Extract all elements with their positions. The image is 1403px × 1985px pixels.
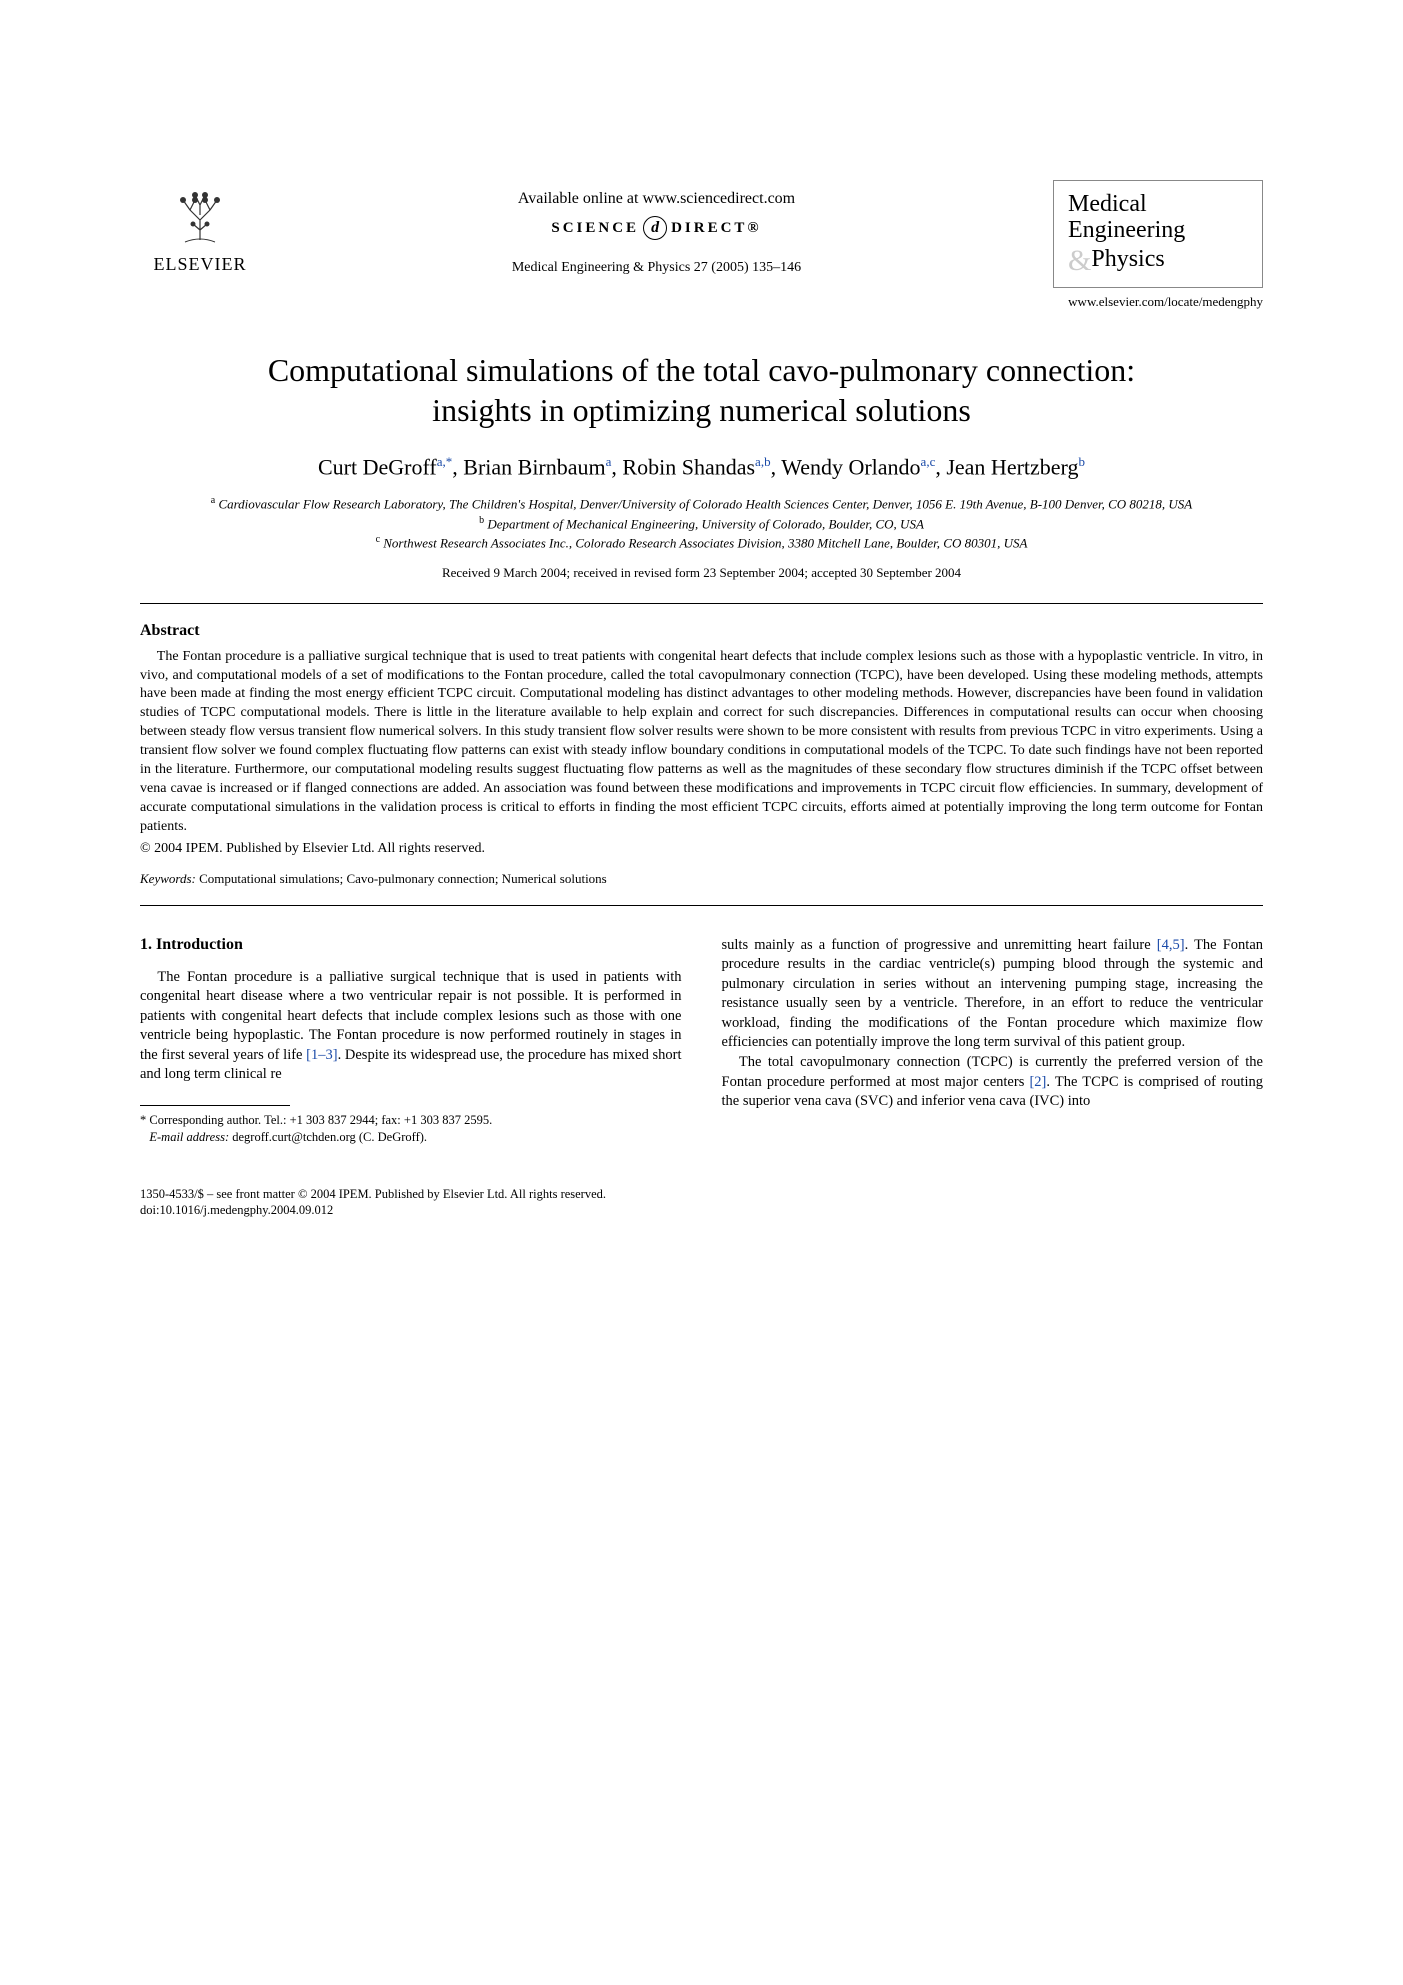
footer-line2: doi:10.1016/j.medengphy.2004.09.012 [140, 1202, 1263, 1218]
ampersand-icon: & [1068, 244, 1091, 277]
affiliation-c: c Northwest Research Associates Inc., Co… [140, 533, 1263, 553]
section-1-heading: 1. Introduction [140, 936, 682, 954]
abstract-copyright: © 2004 IPEM. Published by Elsevier Ltd. … [140, 841, 1263, 857]
publisher-name: ELSEVIER [154, 254, 247, 275]
corr-line: * Corresponding author. Tel.: +1 303 837… [140, 1112, 682, 1129]
affiliation-a: a Cardiovascular Flow Research Laborator… [140, 494, 1263, 514]
sep: , [935, 454, 946, 479]
affiliation-c-text: Northwest Research Associates Inc., Colo… [383, 535, 1027, 550]
right-column: sults mainly as a function of progressiv… [722, 936, 1264, 1146]
author-2: Brian Birnbaum [463, 454, 605, 479]
sciencedirect-icon: d [643, 216, 667, 240]
rule [140, 905, 1263, 906]
journal-logo-l2: Engineering [1068, 217, 1248, 243]
received-dates: Received 9 March 2004; received in revis… [140, 565, 1263, 581]
sd-left: SCIENCE [551, 220, 639, 237]
email-label: E-mail address: [149, 1130, 229, 1144]
sd-right: DIRECT® [671, 220, 762, 237]
journal-logo-l3-row: &Physics [1068, 244, 1248, 277]
journal-logo-l3: Physics [1091, 246, 1164, 272]
authors-line: Curt DeGroffa,*, Brian Birnbauma, Robin … [140, 454, 1263, 480]
header: ELSEVIER Available online at www.science… [140, 180, 1263, 310]
author-4-aff[interactable]: a,c [921, 454, 936, 469]
abstract-text: The Fontan procedure is a palliative sur… [140, 648, 1263, 837]
elsevier-tree-icon [165, 180, 235, 250]
email-line: E-mail address: degroff.curt@tchden.org … [140, 1129, 682, 1146]
intro-p2: sults mainly as a function of progressiv… [722, 936, 1264, 1053]
author-1: Curt DeGroff [318, 454, 437, 479]
ref-link-1-3[interactable]: [1–3] [306, 1047, 337, 1063]
affiliation-a-text: Cardiovascular Flow Research Laboratory,… [218, 496, 1192, 511]
p2a: sults mainly as a function of progressiv… [722, 937, 1157, 953]
publisher-block: ELSEVIER [140, 180, 260, 275]
sep: , [611, 454, 622, 479]
journal-citation: Medical Engineering & Physics 27 (2005) … [512, 260, 801, 276]
journal-url: www.elsevier.com/locate/medengphy [1068, 294, 1263, 310]
keywords-label: Keywords: [140, 871, 196, 886]
affiliation-b: b Department of Mechanical Engineering, … [140, 514, 1263, 534]
footnote-rule [140, 1105, 290, 1106]
intro-p3: The total cavopulmonary connection (TCPC… [722, 1053, 1264, 1112]
author-4: Wendy Orlando [781, 454, 920, 479]
article-title: Computational simulations of the total c… [252, 350, 1152, 430]
available-online-text: Available online at www.sciencedirect.co… [518, 190, 795, 208]
rule [140, 603, 1263, 604]
sciencedirect-logo: SCIENCE d DIRECT® [551, 216, 761, 240]
ref-link-2[interactable]: [2] [1029, 1074, 1046, 1090]
p2b: . The Fontan procedure results in the ca… [722, 937, 1264, 1051]
intro-p1: The Fontan procedure is a palliative sur… [140, 968, 682, 1085]
author-5-aff[interactable]: b [1078, 454, 1085, 469]
journal-logo-l1: Medical [1068, 191, 1248, 217]
keywords-text: Computational simulations; Cavo-pulmonar… [196, 871, 607, 886]
journal-logo-box: Medical Engineering &Physics [1053, 180, 1263, 288]
email-value: degroff.curt@tchden.org (C. DeGroff). [229, 1130, 427, 1144]
abstract-heading: Abstract [140, 622, 1263, 640]
author-1-aff[interactable]: a, [437, 454, 446, 469]
left-column: 1. Introduction The Fontan procedure is … [140, 936, 682, 1146]
center-header: Available online at www.sciencedirect.co… [260, 190, 1053, 276]
ref-link-4-5[interactable]: [4,5] [1157, 937, 1185, 953]
keywords-line: Keywords: Computational simulations; Cav… [140, 871, 1263, 887]
affiliation-b-text: Department of Mechanical Engineering, Un… [487, 516, 924, 531]
sep: , [771, 454, 782, 479]
page-footer: 1350-4533/$ – see front matter © 2004 IP… [140, 1186, 1263, 1219]
author-3: Robin Shandas [622, 454, 755, 479]
sep: , [452, 454, 463, 479]
author-3-aff[interactable]: a,b [755, 454, 771, 469]
author-5: Jean Hertzberg [946, 454, 1078, 479]
corresponding-footnote: * Corresponding author. Tel.: +1 303 837… [140, 1112, 682, 1146]
journal-logo-column: Medical Engineering &Physics www.elsevie… [1053, 180, 1263, 310]
affiliations: a Cardiovascular Flow Research Laborator… [140, 494, 1263, 553]
footer-line1: 1350-4533/$ – see front matter © 2004 IP… [140, 1186, 1263, 1202]
two-column-body: 1. Introduction The Fontan procedure is … [140, 936, 1263, 1146]
